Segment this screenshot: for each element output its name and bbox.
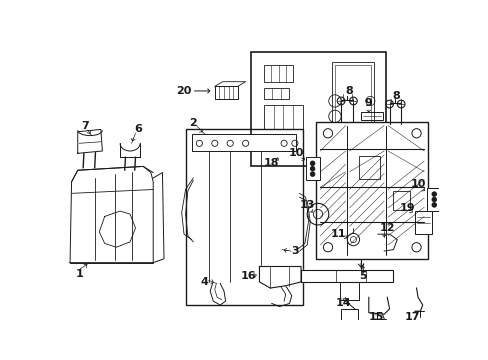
Text: 3: 3 — [290, 246, 298, 256]
Polygon shape — [153, 172, 163, 263]
Bar — [360, 112, 382, 120]
Bar — [191, 134, 296, 151]
Bar — [414, 211, 431, 234]
Text: 2: 2 — [189, 118, 197, 128]
Text: 8: 8 — [392, 91, 400, 100]
Text: 13: 13 — [299, 200, 314, 210]
Circle shape — [431, 197, 436, 202]
Bar — [185, 130, 302, 305]
Circle shape — [310, 161, 314, 166]
Text: 9: 9 — [364, 98, 372, 108]
Text: 17: 17 — [404, 312, 420, 322]
Text: 4: 4 — [201, 277, 208, 287]
Text: 14: 14 — [335, 298, 350, 309]
Bar — [264, 105, 302, 130]
Text: 10: 10 — [288, 148, 304, 158]
Text: 19: 19 — [399, 203, 414, 213]
Bar — [264, 88, 288, 99]
Text: 6: 6 — [134, 125, 142, 134]
Bar — [427, 188, 440, 211]
Circle shape — [310, 166, 314, 171]
Polygon shape — [301, 270, 393, 282]
Circle shape — [431, 203, 436, 207]
Bar — [316, 122, 427, 259]
Circle shape — [431, 192, 436, 197]
Polygon shape — [368, 297, 389, 314]
Text: 8: 8 — [344, 86, 352, 96]
Text: 10: 10 — [409, 179, 425, 189]
Text: 15: 15 — [368, 312, 384, 322]
Bar — [305, 157, 319, 180]
Bar — [339, 280, 358, 300]
Bar — [358, 156, 380, 180]
Polygon shape — [259, 266, 301, 288]
Bar — [393, 191, 409, 210]
Text: 20: 20 — [176, 86, 191, 96]
Text: 7: 7 — [81, 121, 89, 131]
Text: 16: 16 — [241, 271, 256, 281]
Text: 18: 18 — [264, 158, 279, 167]
Text: 1: 1 — [75, 269, 83, 279]
Bar — [264, 65, 293, 82]
Text: 12: 12 — [379, 223, 394, 233]
Bar — [341, 309, 357, 320]
Bar — [250, 53, 385, 166]
Polygon shape — [70, 166, 153, 263]
Bar — [331, 62, 373, 135]
Bar — [214, 86, 238, 99]
Text: 11: 11 — [329, 229, 345, 239]
Bar — [334, 65, 370, 132]
Polygon shape — [78, 130, 102, 153]
Text: 5: 5 — [358, 271, 366, 281]
Circle shape — [310, 172, 314, 176]
